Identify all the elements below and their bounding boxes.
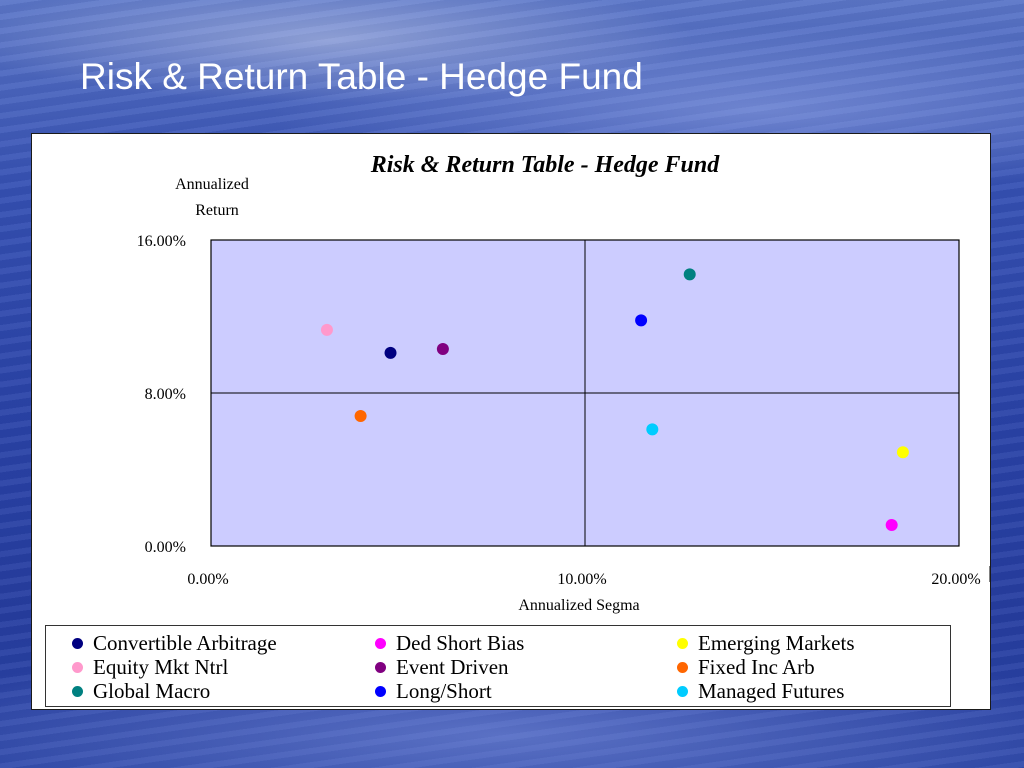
legend-label: Managed Futures — [698, 679, 845, 703]
legend-item: Convertible Arbitrage — [46, 631, 349, 655]
legend-marker — [72, 685, 83, 697]
legend-marker — [677, 637, 688, 649]
data-point — [436, 343, 449, 356]
chart-legend: Convertible Arbitrage Ded Short Bias Emerg… — [45, 625, 951, 707]
y-tick-label: 16.00% — [137, 233, 186, 250]
legend-marker — [677, 661, 688, 673]
legend-item: Global Macro — [46, 679, 349, 703]
slide-title: Risk & Return Table - Hedge Fund — [80, 56, 643, 97]
legend-marker — [72, 637, 83, 649]
data-point — [384, 346, 397, 359]
x-tick-label: 0.00% — [187, 571, 228, 588]
data-point — [683, 268, 696, 281]
legend-item: Equity Mkt Ntrl — [46, 655, 349, 679]
legend-marker — [72, 661, 83, 673]
legend-marker — [375, 661, 386, 673]
y-tick-label: 0.00% — [145, 539, 186, 556]
legend-label: Emerging Markets — [698, 631, 855, 655]
legend-label: Convertible Arbitrage — [93, 631, 277, 655]
legend-label: Event Driven — [396, 655, 509, 679]
y-tick-label: 8.00% — [145, 386, 186, 403]
legend-item: Long/Short — [349, 679, 651, 703]
data-point — [646, 423, 659, 436]
data-point — [320, 323, 333, 336]
legend-item: Managed Futures — [651, 679, 952, 703]
legend-marker — [375, 637, 386, 649]
data-point — [354, 409, 367, 422]
legend-label: Equity Mkt Ntrl — [93, 655, 229, 679]
x-tick-label: 10.00% — [557, 571, 606, 588]
chart-title: Risk & Return Table - Hedge Fund — [370, 152, 720, 178]
legend-label: Global Macro — [93, 679, 211, 703]
data-point — [635, 314, 648, 327]
y-axis-label-line-1: Annualized — [175, 176, 249, 193]
chart-panel: Risk & Return Table - Hedge Fund Annuali… — [31, 133, 991, 710]
data-point — [885, 518, 898, 531]
legend-marker — [677, 685, 688, 697]
legend-label: Long/Short — [396, 679, 492, 703]
y-axis-label-line-2: Return — [195, 202, 239, 219]
legend-item: Emerging Markets — [651, 631, 952, 655]
legend-label: Fixed Inc Arb — [698, 655, 815, 679]
legend-item: Event Driven — [349, 655, 651, 679]
x-tick-label: 20.00% — [931, 571, 980, 588]
scatter-chart: Risk & Return Table - Hedge Fund Annuali… — [137, 152, 990, 614]
x-axis-label: Annualized Segma — [518, 597, 639, 614]
legend-item: Fixed Inc Arb — [651, 655, 952, 679]
legend-label: Ded Short Bias — [396, 631, 525, 655]
legend-item: Ded Short Bias — [349, 631, 651, 655]
data-point — [896, 446, 909, 459]
legend-marker — [375, 685, 386, 697]
